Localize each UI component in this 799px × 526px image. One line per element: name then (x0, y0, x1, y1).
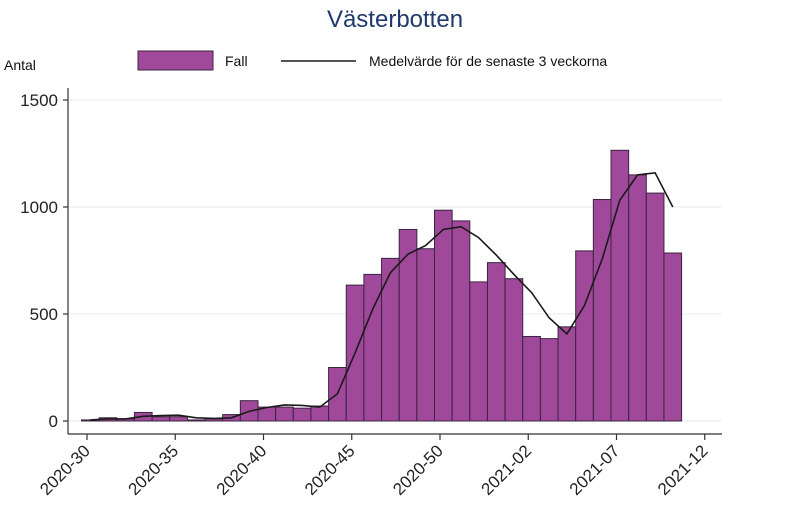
x-tick-label: 2020-30 (36, 441, 94, 499)
bar-2020-51 (451, 220, 471, 422)
y-tick-label: 0 (49, 412, 58, 431)
axes (67, 88, 722, 435)
bar-2020-34 (151, 416, 171, 422)
bar-2020-52 (469, 281, 488, 422)
x-tick-label: 2021-12 (654, 441, 712, 499)
chart-title: Västerbotten (327, 6, 463, 33)
bar-2020-50 (434, 209, 453, 422)
bar-2020-36 (186, 419, 206, 422)
bar-2021-05 (575, 250, 594, 422)
bar-2020-35 (169, 416, 188, 422)
y-tick-label: 500 (30, 305, 58, 324)
x-tick-label: 2020-45 (301, 441, 359, 499)
bar-2020-49 (416, 248, 436, 422)
y-tick-label: 1500 (20, 91, 58, 110)
y-tick-label: 1000 (20, 198, 58, 217)
legend-swatch-fall (137, 50, 214, 71)
bar-2020-42 (292, 407, 312, 422)
y-ticks: 0 500 1000 1500 (20, 91, 68, 431)
x-ticks: 2020-30 2020-35 2020-40 2020-45 2020-50 2021-… (36, 434, 712, 499)
bar-2021-09 (645, 192, 665, 422)
bar-2021-02 (522, 335, 541, 422)
x-tick-label: 2020-35 (125, 441, 183, 499)
legend-label-fall: Fall (225, 53, 248, 69)
bar-2021-04 (557, 326, 577, 422)
bar-2020-43 (310, 405, 330, 422)
x-tick-label: 2021-07 (566, 441, 624, 499)
bar-2021-03 (539, 338, 559, 422)
y-axis-label: Antal (4, 57, 36, 73)
bars (81, 149, 683, 422)
moving-average (90, 171, 674, 421)
x-tick-label: 2020-50 (389, 441, 447, 499)
average-line (90, 171, 674, 421)
bar-2020-53 (486, 262, 506, 422)
legend-label-average: Medelvärde för de senaste 3 veckorna (369, 53, 607, 69)
bar-2020-41 (275, 406, 294, 422)
bar-2021-10 (663, 252, 683, 422)
bar-2021-06 (592, 199, 612, 422)
legend: Fall Medelvärde för de senaste 3 veckorn… (137, 50, 607, 71)
bar-2020-48 (398, 228, 418, 422)
x-tick-label: 2020-40 (213, 441, 271, 499)
bar-2020-47 (381, 257, 400, 422)
x-tick-label: 2021-02 (478, 441, 536, 499)
bar-2021-01 (504, 278, 524, 422)
bar-2021-08 (628, 174, 647, 422)
